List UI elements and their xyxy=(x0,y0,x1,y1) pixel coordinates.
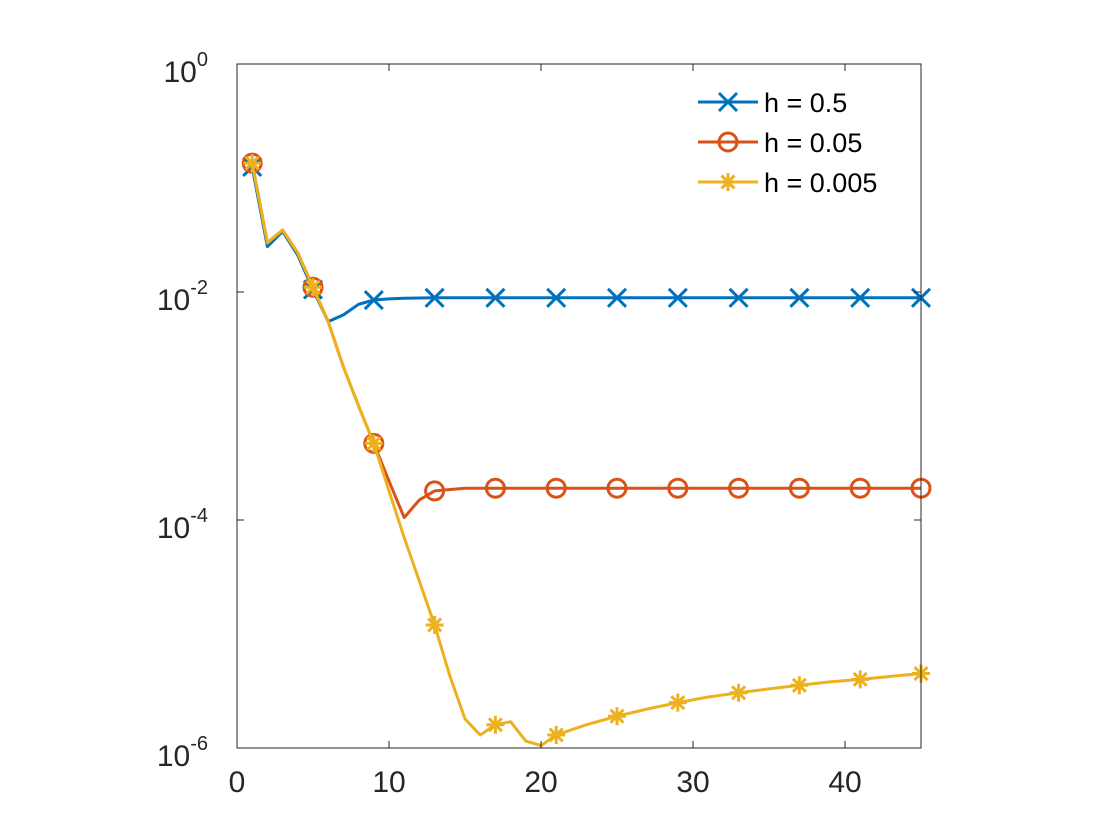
data-point xyxy=(363,289,384,311)
x-tick-label: 30 xyxy=(676,766,709,799)
data-point xyxy=(424,287,445,308)
legend-marker-icon xyxy=(717,131,739,153)
data-point xyxy=(608,707,626,726)
y-tick-base: 10 xyxy=(157,740,190,773)
legend-item-2: h = 0.005 xyxy=(698,168,877,198)
x-tick-label: 10 xyxy=(372,766,405,799)
data-point xyxy=(484,477,506,499)
plot-area-frame xyxy=(236,63,922,749)
data-point xyxy=(728,477,750,499)
y-tick-base: 10 xyxy=(164,56,197,89)
data-point xyxy=(790,676,809,695)
data-point xyxy=(606,287,628,308)
data-point xyxy=(485,287,506,308)
y-tick-exponent: -6 xyxy=(190,733,208,755)
y-tick-label: 10-6 xyxy=(157,733,208,773)
series-2 xyxy=(243,154,930,748)
data-point xyxy=(546,287,567,308)
legend-label: h = 0.5 xyxy=(764,88,847,118)
data-point xyxy=(788,477,810,499)
x-tick-label: 40 xyxy=(828,766,861,799)
data-point xyxy=(364,434,383,453)
x-tick-label: 20 xyxy=(524,766,557,799)
series-1 xyxy=(241,152,932,520)
series-line-2 xyxy=(250,162,922,748)
legend: h = 0.5 h = 0.05 h = 0.005 xyxy=(698,88,877,198)
y-tick-exponent: 0 xyxy=(197,49,208,71)
data-point xyxy=(668,693,687,712)
data-point xyxy=(545,477,567,499)
data-point xyxy=(849,477,871,499)
series-layer xyxy=(241,152,932,748)
x-tick-label: 0 xyxy=(229,766,246,799)
y-tick-exponent: -4 xyxy=(190,505,208,527)
legend-label: h = 0.005 xyxy=(764,168,877,198)
data-point xyxy=(486,715,505,734)
data-point xyxy=(667,477,689,499)
data-point xyxy=(425,615,444,634)
data-point xyxy=(850,287,871,308)
data-point xyxy=(728,287,749,308)
data-point xyxy=(547,726,566,745)
y-tick-label: 100 xyxy=(164,49,209,89)
data-point xyxy=(851,670,870,689)
legend-item-0: h = 0.5 xyxy=(698,88,847,118)
y-tick-label: 10-2 xyxy=(157,277,208,317)
legend-marker-icon xyxy=(717,91,739,113)
data-point xyxy=(606,477,628,499)
data-point xyxy=(243,154,262,173)
data-point xyxy=(304,278,322,297)
y-tick-base: 10 xyxy=(157,512,190,545)
data-point xyxy=(729,683,748,702)
legend-marker-icon xyxy=(719,173,737,191)
data-point xyxy=(667,287,688,308)
data-point xyxy=(789,287,810,308)
series-line-1 xyxy=(250,162,921,520)
y-tick-base: 10 xyxy=(157,284,190,317)
legend-item-1: h = 0.05 xyxy=(698,128,862,158)
legend-label: h = 0.05 xyxy=(764,128,862,158)
y-tick-label: 10-4 xyxy=(157,505,208,545)
data-point xyxy=(424,480,446,502)
y-tick-exponent: -2 xyxy=(190,277,208,299)
